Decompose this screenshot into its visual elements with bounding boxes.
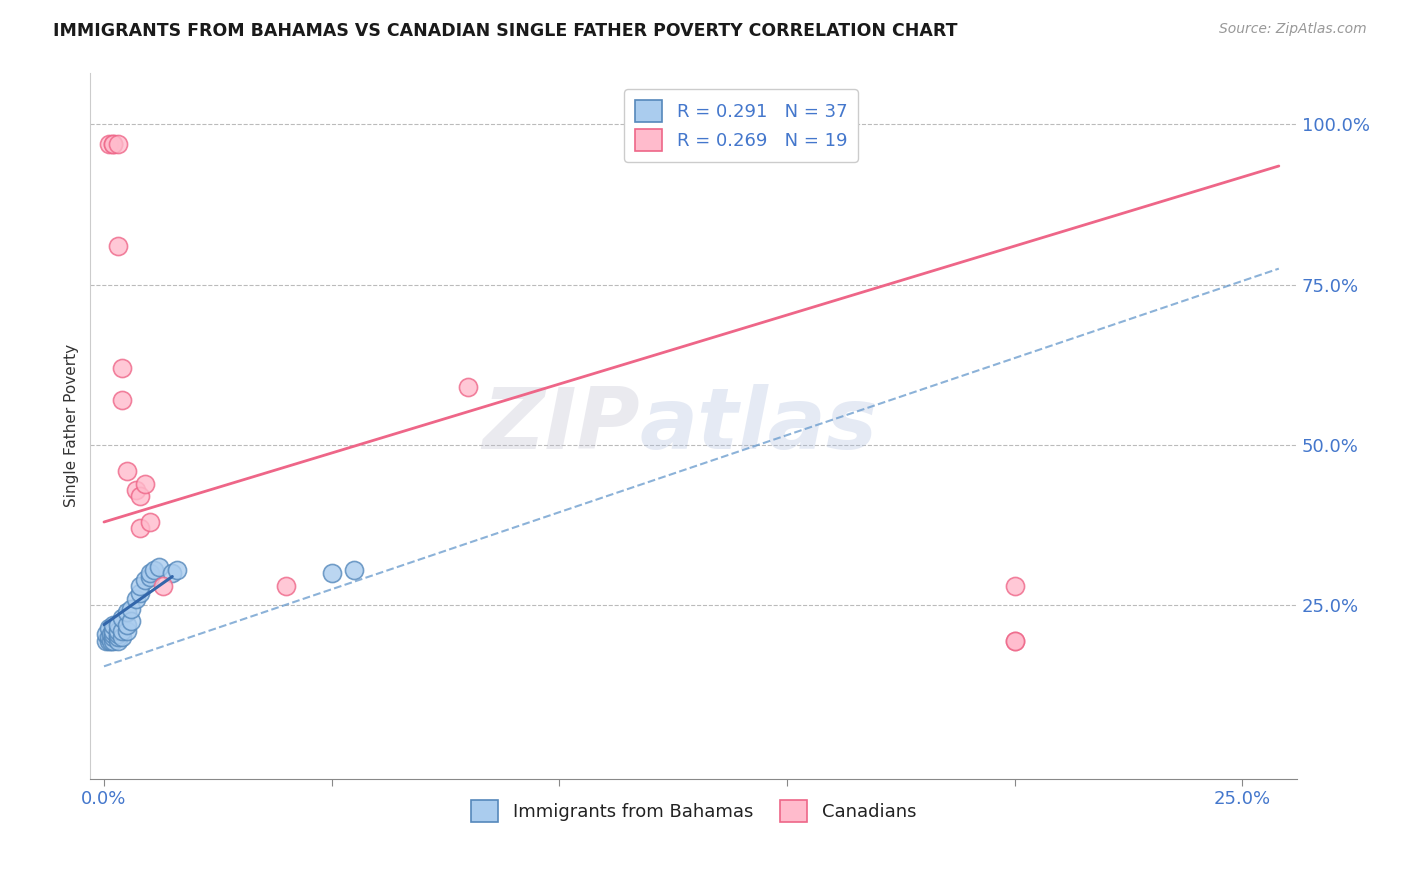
Point <box>107 631 129 645</box>
Point <box>115 624 138 638</box>
Point <box>107 627 129 641</box>
Point <box>107 239 129 253</box>
Point <box>96 627 118 641</box>
Point <box>138 569 160 583</box>
Point <box>129 521 152 535</box>
Point <box>162 566 184 581</box>
Point <box>1004 633 1026 648</box>
Point <box>1004 579 1026 593</box>
Point <box>111 631 134 645</box>
Point <box>107 136 129 151</box>
Point <box>152 579 174 593</box>
Point <box>101 627 124 641</box>
Point <box>457 380 479 394</box>
Point <box>111 624 134 638</box>
Point <box>129 585 152 599</box>
Point <box>111 361 134 376</box>
Legend: Immigrants from Bahamas, Canadians: Immigrants from Bahamas, Canadians <box>464 793 924 830</box>
Point <box>101 617 124 632</box>
Point <box>276 579 298 593</box>
Text: Source: ZipAtlas.com: Source: ZipAtlas.com <box>1219 22 1367 37</box>
Point <box>129 579 152 593</box>
Y-axis label: Single Father Poverty: Single Father Poverty <box>65 344 79 508</box>
Point <box>107 617 129 632</box>
Point <box>107 633 129 648</box>
Point <box>101 633 124 648</box>
Point <box>101 624 124 638</box>
Point <box>101 631 124 645</box>
Point <box>97 633 120 648</box>
Point <box>115 617 138 632</box>
Point <box>107 624 129 638</box>
Point <box>97 621 120 635</box>
Point <box>343 563 366 577</box>
Text: atlas: atlas <box>640 384 877 467</box>
Point <box>148 560 170 574</box>
Point <box>111 393 134 408</box>
Point <box>166 563 188 577</box>
Point <box>134 476 156 491</box>
Point <box>115 605 138 619</box>
Point <box>97 631 120 645</box>
Point <box>138 515 160 529</box>
Text: IMMIGRANTS FROM BAHAMAS VS CANADIAN SINGLE FATHER POVERTY CORRELATION CHART: IMMIGRANTS FROM BAHAMAS VS CANADIAN SING… <box>53 22 957 40</box>
Point <box>97 136 120 151</box>
Point <box>120 601 142 615</box>
Point <box>1004 633 1026 648</box>
Text: ZIP: ZIP <box>482 384 640 467</box>
Point <box>138 566 160 581</box>
Point <box>129 489 152 503</box>
Point <box>111 611 134 625</box>
Point <box>100 627 122 641</box>
Point <box>125 483 148 497</box>
Point <box>100 633 122 648</box>
Point <box>120 615 142 629</box>
Point <box>125 591 148 606</box>
Point <box>96 633 118 648</box>
Point <box>115 464 138 478</box>
Point <box>101 136 124 151</box>
Point <box>101 136 124 151</box>
Point <box>321 566 343 581</box>
Point <box>134 573 156 587</box>
Point <box>143 563 166 577</box>
